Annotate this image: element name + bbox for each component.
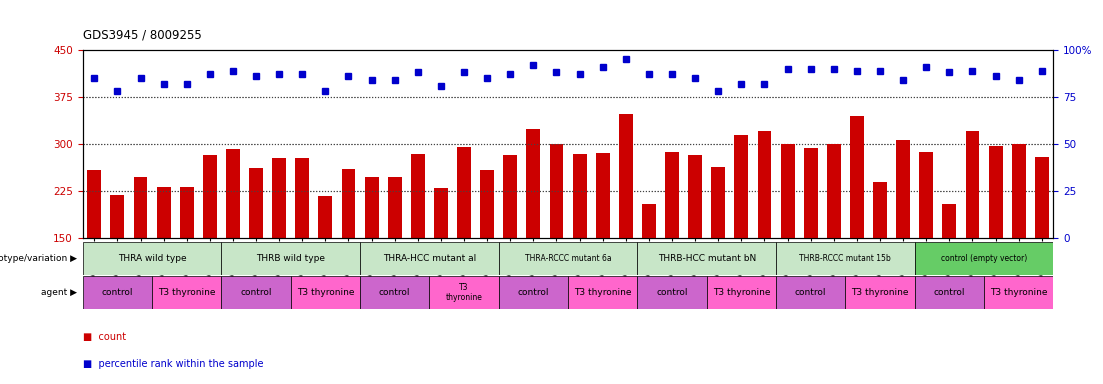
Bar xyxy=(433,188,448,238)
Bar xyxy=(203,155,217,238)
Bar xyxy=(777,242,914,275)
Bar xyxy=(638,276,707,309)
Bar xyxy=(291,276,360,309)
Bar xyxy=(914,276,984,309)
Text: THRB-HCC mutant bN: THRB-HCC mutant bN xyxy=(657,254,756,263)
Bar xyxy=(499,242,638,275)
Bar xyxy=(781,144,794,238)
Text: control: control xyxy=(379,288,410,297)
Bar xyxy=(777,276,845,309)
Bar xyxy=(110,195,125,238)
Bar xyxy=(342,169,355,238)
Text: control: control xyxy=(795,288,826,297)
Bar xyxy=(499,276,568,309)
Text: control (empty vector): control (empty vector) xyxy=(941,254,1027,263)
Bar xyxy=(572,154,587,238)
Bar xyxy=(503,155,517,238)
Bar xyxy=(845,276,914,309)
Text: T3 thyronine: T3 thyronine xyxy=(713,288,770,297)
Bar xyxy=(411,154,425,238)
Bar xyxy=(222,276,291,309)
Bar xyxy=(1035,157,1049,238)
Bar xyxy=(457,147,471,238)
Bar xyxy=(919,152,933,238)
Bar xyxy=(711,167,725,238)
Text: T3 thyronine: T3 thyronine xyxy=(574,288,631,297)
Bar xyxy=(984,276,1053,309)
Bar xyxy=(83,276,152,309)
Text: control: control xyxy=(517,288,549,297)
Text: THRA-RCCC mutant 6a: THRA-RCCC mutant 6a xyxy=(525,254,611,263)
Bar xyxy=(735,135,748,238)
Bar xyxy=(429,276,499,309)
Bar xyxy=(133,177,148,238)
Text: control: control xyxy=(656,288,688,297)
Text: genotype/variation ▶: genotype/variation ▶ xyxy=(0,254,77,263)
Text: ■  percentile rank within the sample: ■ percentile rank within the sample xyxy=(83,359,264,369)
Bar xyxy=(619,114,633,238)
Bar xyxy=(942,204,956,238)
Bar xyxy=(152,276,222,309)
Text: THRB-RCCC mutant 15b: THRB-RCCC mutant 15b xyxy=(800,254,891,263)
Text: T3 thyronine: T3 thyronine xyxy=(158,288,215,297)
Bar xyxy=(1058,165,1072,238)
Bar xyxy=(526,129,540,238)
Bar xyxy=(388,177,401,238)
Bar xyxy=(897,140,910,238)
Bar xyxy=(87,170,101,238)
Text: agent ▶: agent ▶ xyxy=(41,288,77,297)
Text: ■  count: ■ count xyxy=(83,332,126,342)
Text: control: control xyxy=(933,288,965,297)
Bar xyxy=(360,242,499,275)
Bar xyxy=(296,158,309,238)
Text: control: control xyxy=(240,288,271,297)
Text: T3
thyronine: T3 thyronine xyxy=(446,283,482,303)
Bar xyxy=(1081,138,1095,238)
Bar xyxy=(638,242,777,275)
Bar xyxy=(226,149,239,238)
Bar xyxy=(965,131,979,238)
Bar xyxy=(180,187,194,238)
Bar xyxy=(319,196,332,238)
Bar xyxy=(549,144,564,238)
Bar xyxy=(804,148,817,238)
Bar xyxy=(758,131,771,238)
Bar xyxy=(688,155,703,238)
Bar xyxy=(249,168,263,238)
Bar xyxy=(272,158,286,238)
Bar xyxy=(988,146,1003,238)
Bar xyxy=(827,144,840,238)
Text: T3 thyronine: T3 thyronine xyxy=(990,288,1048,297)
Bar xyxy=(665,152,679,238)
Bar xyxy=(642,204,656,238)
Text: GDS3945 / 8009255: GDS3945 / 8009255 xyxy=(83,28,202,41)
Text: THRA wild type: THRA wild type xyxy=(118,254,186,263)
Bar xyxy=(365,177,378,238)
Bar xyxy=(707,276,777,309)
Bar xyxy=(83,242,222,275)
Bar xyxy=(568,276,638,309)
Text: THRA-HCC mutant al: THRA-HCC mutant al xyxy=(383,254,476,263)
Bar xyxy=(874,182,887,238)
Bar xyxy=(1011,144,1026,238)
Bar xyxy=(480,170,494,238)
Text: THRB wild type: THRB wild type xyxy=(256,254,325,263)
Bar xyxy=(157,187,171,238)
Text: T3 thyronine: T3 thyronine xyxy=(852,288,909,297)
Bar xyxy=(360,276,429,309)
Bar xyxy=(914,242,1053,275)
Bar xyxy=(222,242,360,275)
Text: control: control xyxy=(101,288,133,297)
Bar xyxy=(850,116,864,238)
Text: T3 thyronine: T3 thyronine xyxy=(297,288,354,297)
Bar xyxy=(596,154,610,238)
